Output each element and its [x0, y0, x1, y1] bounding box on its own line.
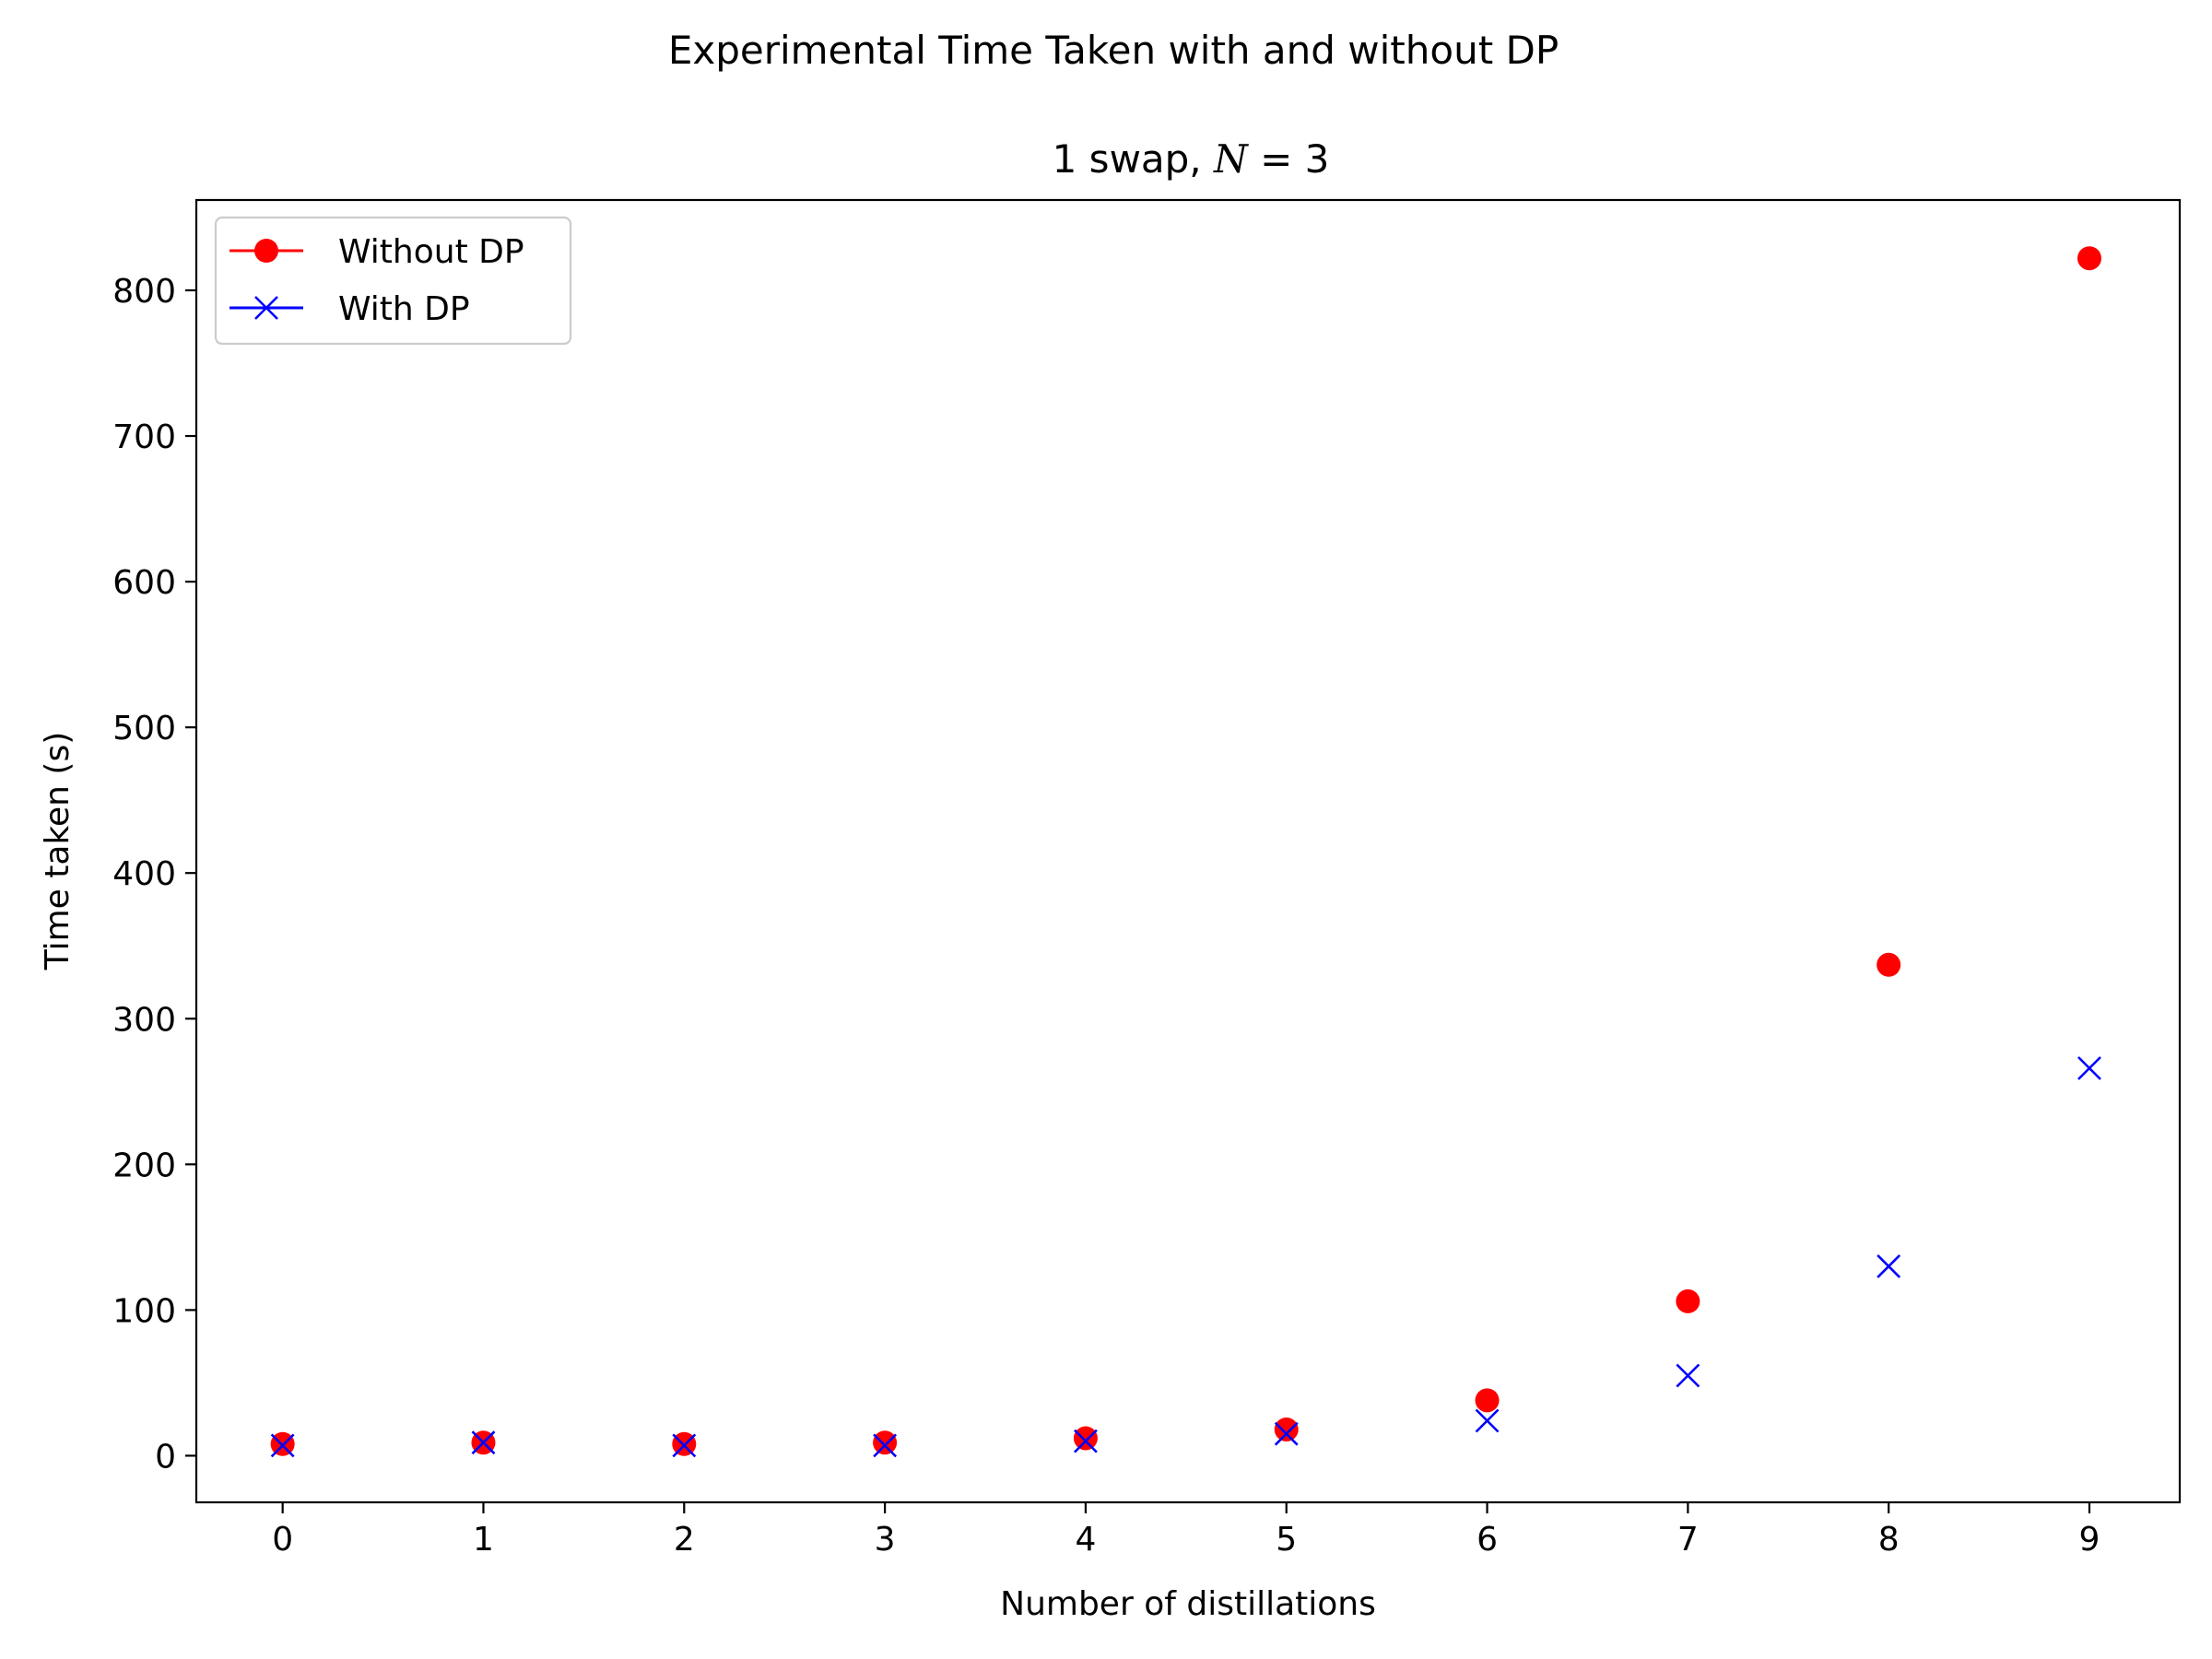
x-axis-label: Number of distillations: [1000, 1585, 1376, 1623]
point-with-dp: [1877, 1254, 1901, 1278]
y-tick-label: 700: [112, 418, 176, 456]
legend-entry-with-dp: With DP: [229, 290, 470, 328]
x-tick-label: 2: [674, 1521, 695, 1559]
x-tick-label: 5: [1276, 1521, 1297, 1559]
x-tick-label: 8: [1878, 1521, 1900, 1559]
point-with-dp: [1676, 1363, 1700, 1388]
point-without-dp: [1073, 1426, 1098, 1451]
y-tick-label: 300: [112, 1001, 176, 1039]
x-tick-label: 7: [1677, 1521, 1699, 1559]
point-with-dp: [1475, 1408, 1500, 1433]
legend-frame: [214, 216, 572, 346]
point-without-dp: [873, 1430, 898, 1455]
x-tick-label: 1: [473, 1521, 494, 1559]
legend: Without DP With DP: [214, 216, 572, 346]
point-without-dp: [1676, 1288, 1700, 1313]
legend-label-with-dp: With DP: [338, 290, 470, 328]
chart-title-prefix: 1 swap,: [1053, 136, 1214, 182]
y-tick-label: 800: [112, 273, 176, 311]
y-tick-label: 400: [112, 855, 176, 893]
y-tick-label: 100: [112, 1292, 176, 1330]
x-tick-label: 0: [272, 1521, 293, 1559]
chart-title: 1 swap, N = 3: [1053, 136, 1330, 182]
axes-frame: [194, 198, 2182, 1504]
point-with-dp: [1073, 1429, 1098, 1453]
y-tick-label: 600: [112, 564, 176, 602]
point-with-dp: [270, 1433, 295, 1458]
x-tick-label: 9: [2079, 1521, 2100, 1559]
y-tick-label: 500: [112, 710, 176, 747]
point-with-dp-stroke: [471, 1430, 496, 1455]
point-with-dp-stroke: [270, 1433, 295, 1458]
point-with-dp: [471, 1430, 496, 1455]
point-without-dp: [1274, 1417, 1299, 1441]
point-with-dp-stroke: [672, 1433, 697, 1458]
y-axis-label: Time taken (s): [39, 732, 76, 971]
plot-marks: [270, 246, 2101, 1458]
point-with-dp-stroke: [873, 1433, 898, 1458]
point-with-dp-stroke: [1877, 1254, 1901, 1278]
legend-marker-without-dp: [254, 239, 278, 263]
point-without-dp: [1475, 1388, 1500, 1413]
x-tick-label: 6: [1477, 1521, 1498, 1559]
x-tick-label: 3: [875, 1521, 896, 1559]
point-with-dp-stroke: [1073, 1429, 1098, 1453]
point-with-dp: [873, 1433, 898, 1458]
point-without-dp: [2077, 246, 2101, 271]
figure-suptitle: Experimental Time Taken with and without…: [668, 28, 1559, 73]
chart-title-var: N: [1213, 136, 1249, 182]
point-with-dp-stroke: [1274, 1421, 1299, 1446]
x-axis: 0 1 2 3 4 5 6 7 8 9: [272, 1502, 2100, 1559]
legend-entry-without-dp: Without DP: [229, 233, 524, 271]
y-axis: 0 100 200 300 400 500 600 700 800: [112, 273, 196, 1476]
point-with-dp: [1274, 1421, 1299, 1446]
point-with-dp-stroke: [1475, 1408, 1500, 1433]
point-with-dp-stroke: [2077, 1056, 2101, 1080]
point-without-dp: [1877, 952, 1901, 977]
legend-label-without-dp: Without DP: [338, 233, 524, 271]
point-with-dp-stroke: [1676, 1363, 1700, 1388]
y-tick-label: 0: [155, 1438, 176, 1476]
legend-marker-with-dp: [254, 296, 278, 320]
legend-marker-with-dp-stroke: [254, 296, 278, 320]
y-tick-label: 200: [112, 1147, 176, 1184]
chart-title-rest: = 3: [1248, 136, 1330, 182]
point-with-dp: [2077, 1056, 2101, 1080]
x-tick-label: 4: [1075, 1521, 1096, 1559]
point-with-dp: [672, 1433, 697, 1458]
